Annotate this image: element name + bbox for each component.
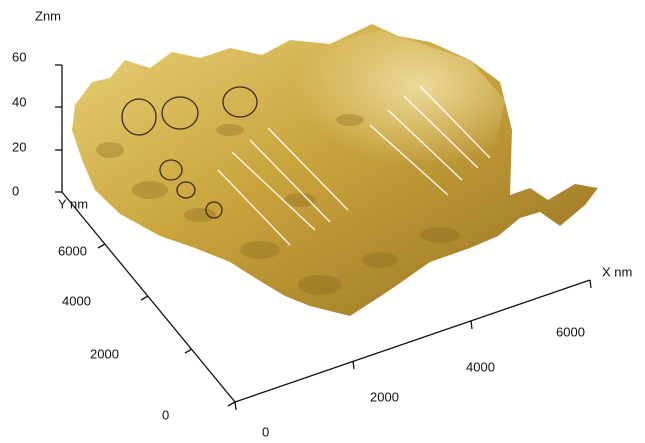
z-axis-label: Znm — [35, 8, 61, 23]
x-tick-label: 6000 — [556, 324, 585, 339]
x-axis-line — [235, 280, 590, 402]
y-tick-label: 0 — [162, 407, 169, 422]
y-tick-label: 6000 — [58, 243, 87, 258]
y-axis-label: Y nm — [58, 196, 88, 211]
x-axis-label: X nm — [602, 264, 632, 279]
x-tick-label: 2000 — [370, 389, 399, 404]
x-tick-label: 0 — [262, 424, 269, 439]
y-tick-label: 2000 — [90, 346, 119, 361]
y-tick-label: 4000 — [62, 293, 91, 308]
surface — [72, 24, 598, 316]
z-tick-label: 20 — [12, 139, 26, 154]
z-tick-label: 60 — [12, 49, 26, 64]
x-tick-label: 4000 — [466, 359, 495, 374]
z-tick-label: 0 — [12, 183, 19, 198]
z-tick-label: 40 — [12, 94, 26, 109]
afm-surface-plot: Znm 60 40 20 0 Y nm 6000 4000 2000 0 X n… — [0, 0, 645, 443]
